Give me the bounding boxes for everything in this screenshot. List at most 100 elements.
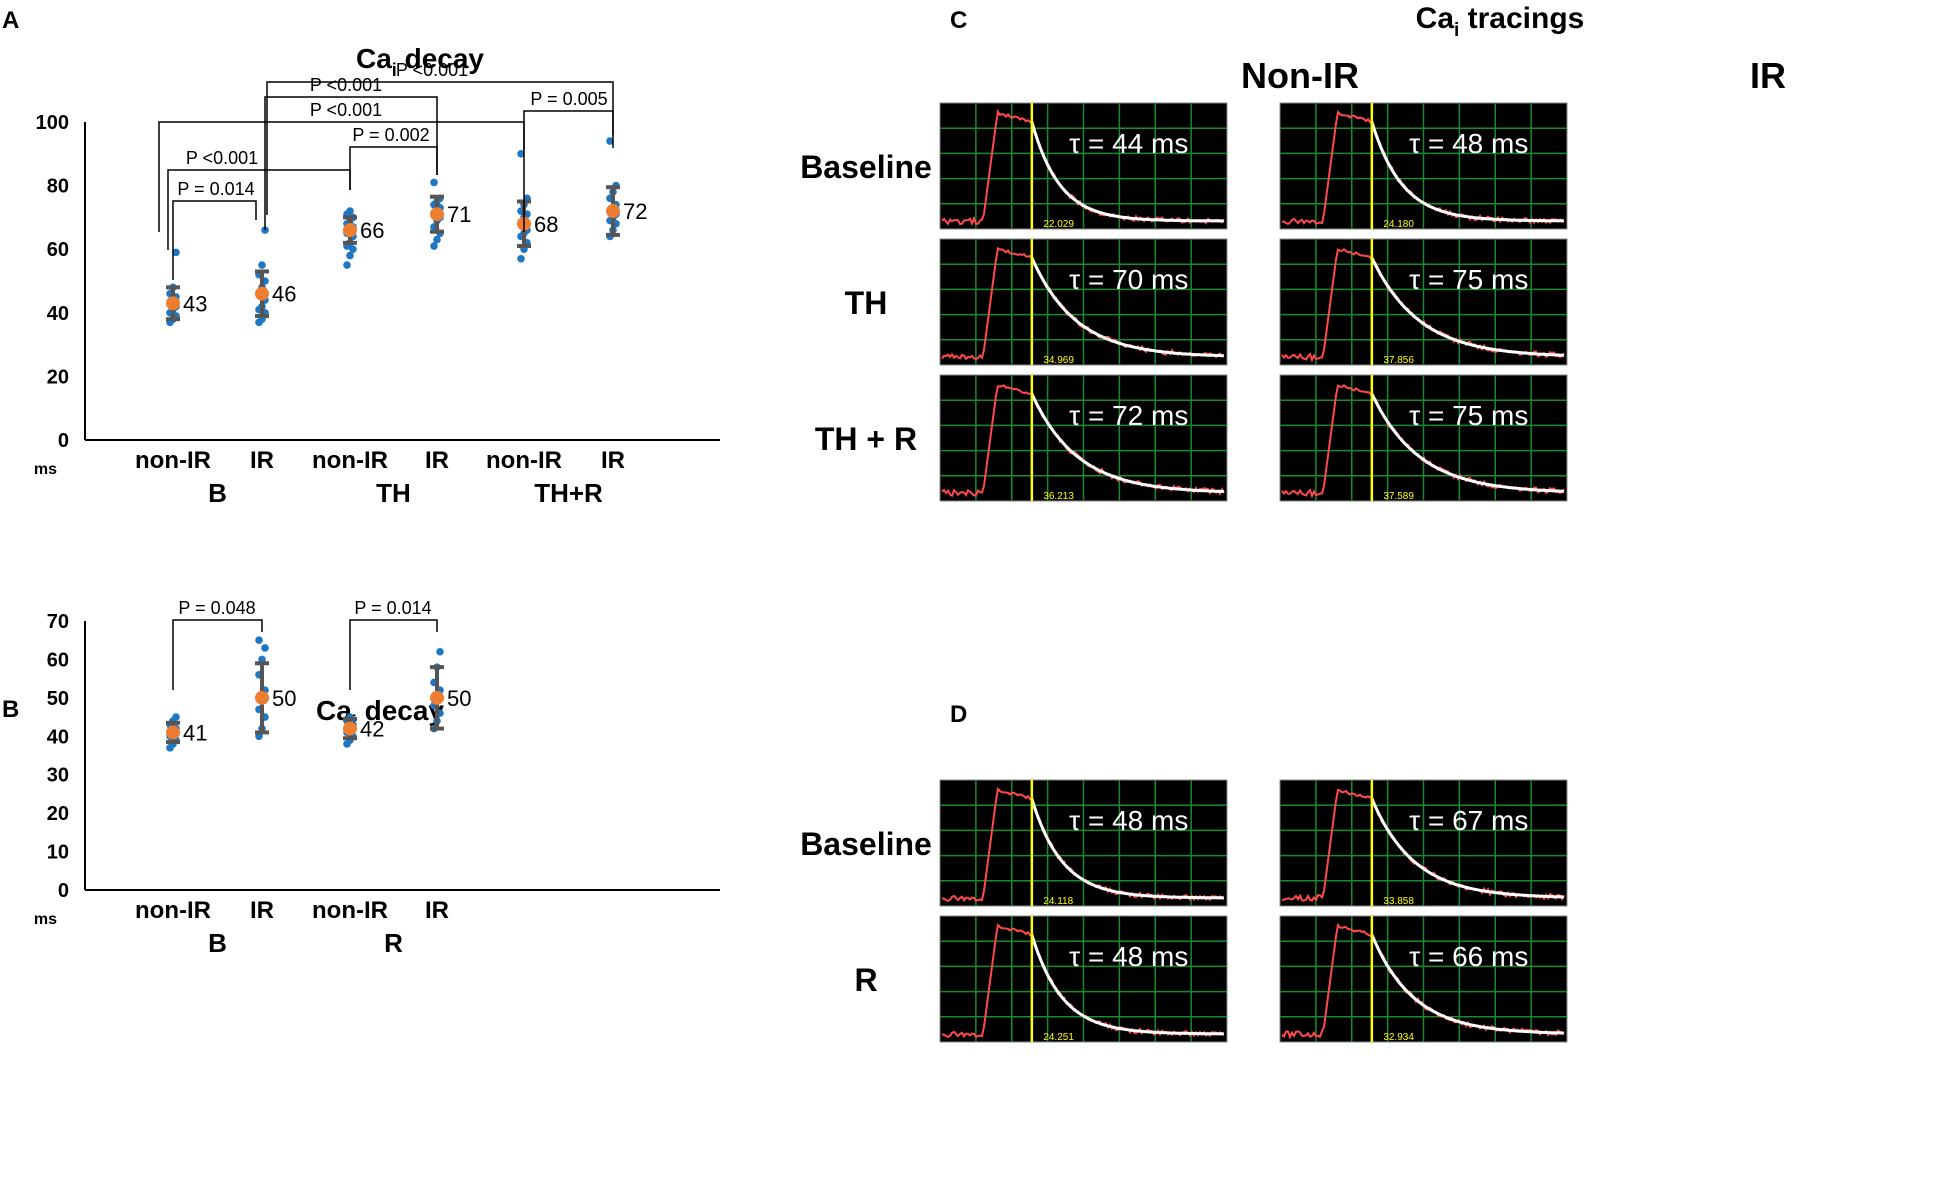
x-tick-label: IR: [250, 447, 274, 474]
exponential-fit-curve: [1370, 934, 1564, 1035]
p-value-label: P = 0.002: [352, 125, 429, 145]
tau-value-label: τ = 48 ms: [1069, 805, 1188, 836]
trace-panel: 34.969 τ = 70 ms: [939, 238, 1228, 366]
exponential-fit-curve: [1370, 797, 1564, 899]
y-tick-label: 60: [47, 239, 69, 261]
p-value-label: P <0.001: [310, 100, 382, 120]
mean-marker: [430, 690, 444, 705]
series-group: 66: [343, 207, 384, 269]
exponential-fit-curve: [1370, 121, 1564, 223]
mean-value-label: 50: [272, 686, 296, 711]
y-tick-label: 60: [47, 649, 69, 671]
x-group-label: B: [208, 478, 227, 508]
trace-readout: 37.856: [1383, 355, 1414, 366]
mean-marker: [343, 223, 357, 238]
data-point: [430, 178, 438, 187]
y-tick-label: 50: [47, 688, 69, 710]
data-point: [261, 644, 269, 652]
trace-panel: 24.251 τ = 48 ms: [939, 915, 1228, 1043]
x-tick-label: non-IR: [135, 897, 211, 924]
mean-marker: [430, 207, 444, 222]
exponential-fit-curve: [1370, 392, 1564, 493]
y-tick-label: 10: [47, 842, 69, 864]
tau-value-label: τ = 66 ms: [1409, 941, 1528, 972]
tau-value-label: τ = 75 ms: [1409, 264, 1528, 295]
mean-marker: [166, 296, 180, 311]
row-label-c: Baseline: [800, 149, 932, 185]
mean-marker: [166, 725, 180, 740]
y-tick-label: 30: [47, 765, 69, 787]
tau-value-label: τ = 70 ms: [1069, 264, 1188, 295]
panel-letter-c: C: [950, 7, 967, 34]
data-point: [172, 248, 180, 257]
trace-readout: 24.251: [1043, 1032, 1074, 1043]
data-point: [606, 137, 614, 145]
mean-marker: [606, 204, 620, 219]
trace-readout: 32.934: [1383, 1032, 1414, 1043]
significance-bracket: [264, 96, 438, 230]
exponential-fit-curve: [1370, 256, 1564, 357]
data-point: [346, 207, 354, 215]
mean-marker: [255, 690, 269, 705]
significance-bracket: [349, 146, 438, 190]
trace-readout: 22.029: [1043, 219, 1074, 230]
data-point: [346, 251, 354, 260]
trace-readout: 36.213: [1043, 491, 1074, 502]
y-tick-label: 40: [47, 726, 69, 748]
tau-value-label: τ = 48 ms: [1069, 941, 1188, 972]
y-axis-unit: ms: [34, 461, 57, 478]
row-label-d: Baseline: [800, 826, 932, 862]
trace-readout: 33.858: [1383, 896, 1414, 907]
x-group-label: TH: [376, 478, 411, 508]
series-group: 46: [255, 226, 296, 327]
tracings-grid: Baseline 22.029 τ = 44 ms 24.180 τ = 48 ms TH…: [800, 102, 1568, 1043]
column-header-ir: IR: [1750, 55, 1786, 96]
x-group-label: B: [208, 928, 227, 958]
p-value-label: P = 0.048: [178, 598, 255, 618]
significance-bracket: [349, 619, 438, 690]
p-value-label: P = 0.014: [354, 598, 431, 618]
x-tick-label: IR: [601, 447, 625, 474]
chart-b-title: Cai decay: [316, 695, 444, 732]
mean-value-label: 50: [447, 686, 471, 711]
y-axis-unit: ms: [34, 911, 57, 928]
significance-bracket: [172, 200, 257, 280]
y-tick-label: 0: [58, 880, 69, 902]
x-tick-label: non-IR: [312, 447, 388, 474]
trace-panel: 37.856 τ = 75 ms: [1279, 238, 1568, 366]
p-value-label: P <0.001: [396, 60, 468, 80]
exponential-fit-curve: [1030, 934, 1224, 1036]
p-value-label: P = 0.014: [177, 179, 254, 199]
data-point: [261, 226, 269, 234]
panel-letter-d: D: [950, 701, 967, 728]
trace-readout: 34.969: [1043, 355, 1074, 366]
p-value-label: P = 0.005: [530, 89, 607, 109]
mean-value-label: 68: [534, 212, 558, 237]
x-tick-label: IR: [250, 897, 274, 924]
data-point: [343, 261, 351, 269]
significance-bracket: [266, 81, 614, 215]
x-tick-label: non-IR: [135, 447, 211, 474]
trace-panel: 32.934 τ = 66 ms: [1279, 915, 1568, 1043]
data-point: [255, 636, 263, 645]
mean-marker: [343, 721, 357, 736]
tau-value-label: τ = 75 ms: [1409, 400, 1528, 431]
data-point: [436, 647, 444, 656]
panel-letter-b: B: [2, 696, 19, 723]
panel-letter-a: A: [2, 7, 19, 34]
tau-value-label: τ = 72 ms: [1069, 400, 1188, 431]
series-group: 68: [517, 150, 558, 263]
x-group-label: TH+R: [534, 478, 603, 508]
y-tick-label: 0: [58, 430, 69, 452]
exponential-fit-curve: [1030, 392, 1224, 493]
mean-value-label: 72: [623, 199, 647, 224]
p-value-label: P <0.001: [186, 148, 258, 168]
row-label-c: TH: [845, 285, 888, 321]
mean-marker: [255, 286, 269, 301]
series-group: 50: [430, 647, 471, 733]
trace-readout: 37.589: [1383, 491, 1414, 502]
trace-panel: 22.029 τ = 44 ms: [939, 102, 1228, 230]
tau-value-label: τ = 48 ms: [1409, 128, 1528, 159]
trace-panel: 24.180 τ = 48 ms: [1279, 102, 1568, 230]
